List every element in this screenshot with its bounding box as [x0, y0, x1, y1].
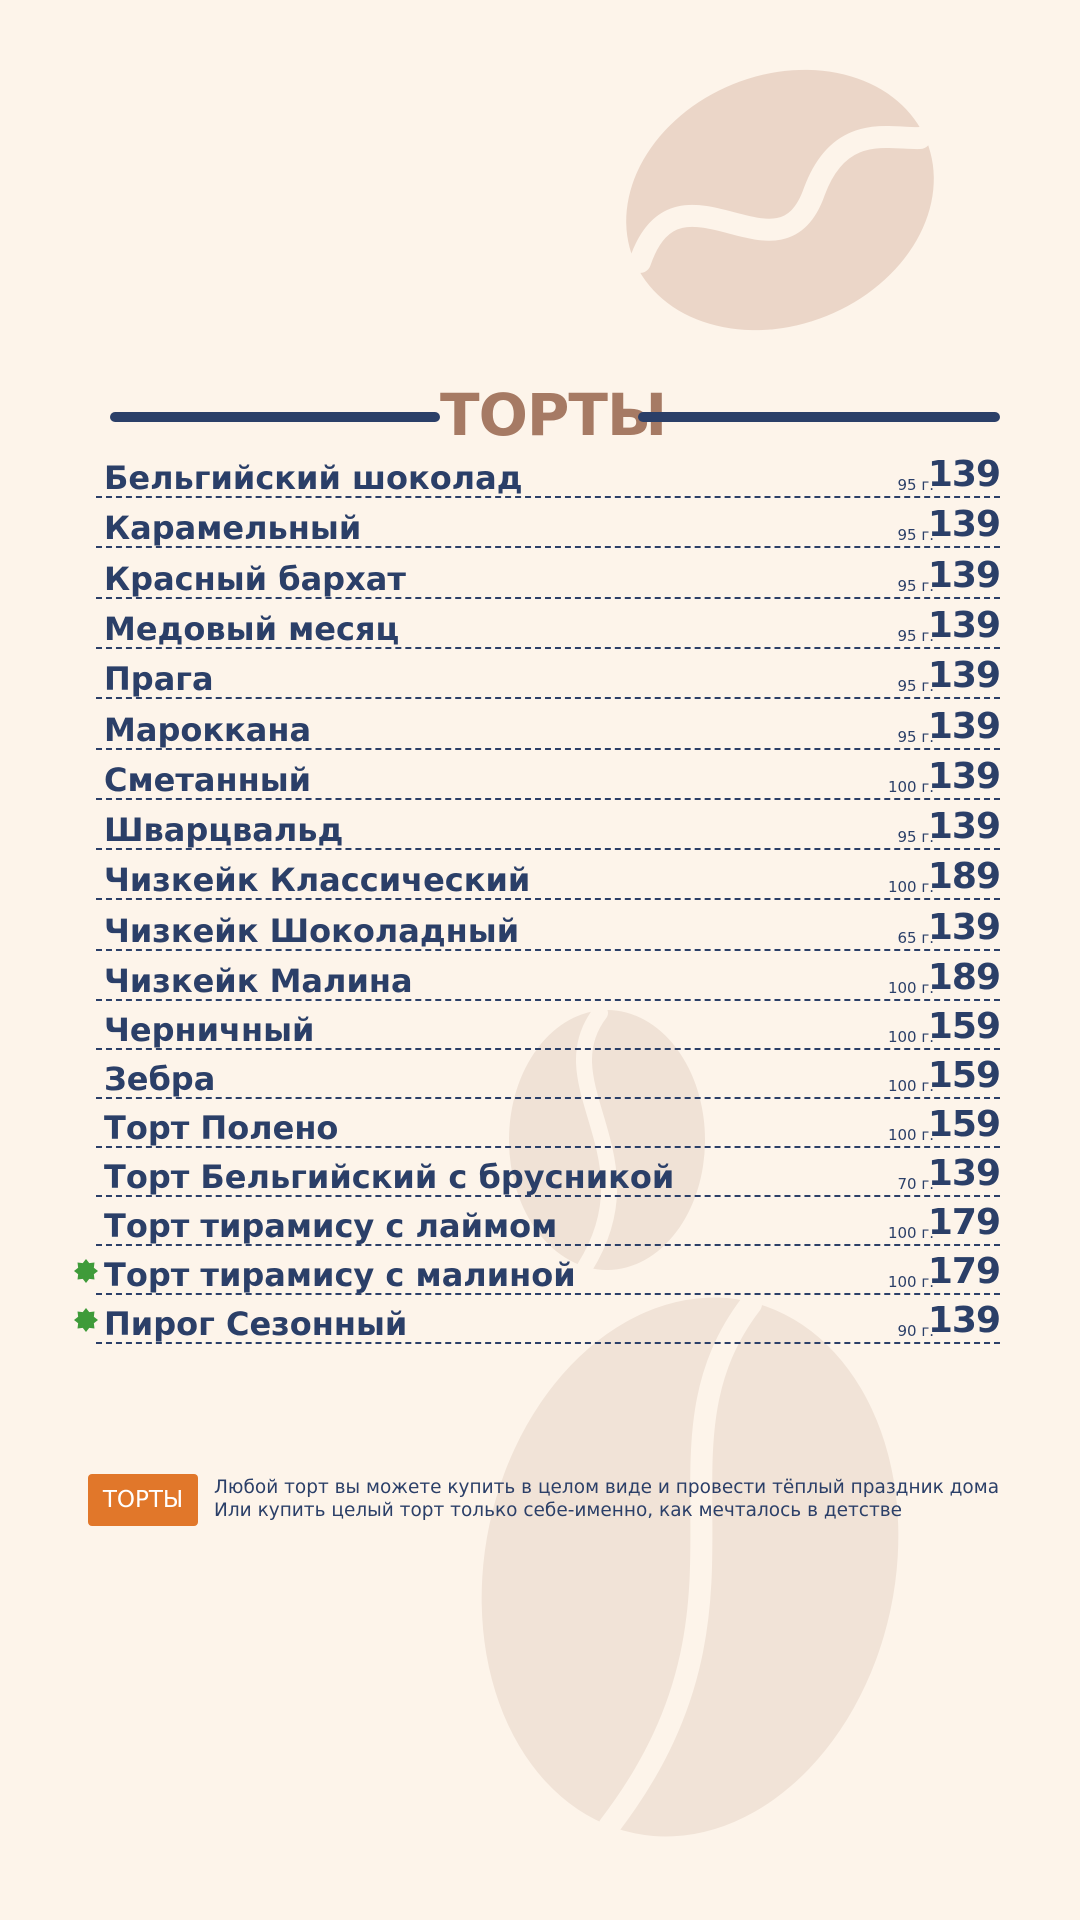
item-weight: 100 г.	[887, 1126, 934, 1144]
menu-item: Прага 95 г. 139	[96, 653, 1001, 700]
menu-item: Торт Полено 100 г. 159	[96, 1102, 1001, 1148]
item-name: Торт тирамису с малиной	[104, 1256, 576, 1294]
menu-item: Чизкейк Шоколадный 65 г. 139	[96, 905, 1001, 951]
note-line: Или купить целый торт только себе-именно…	[214, 1500, 903, 1521]
menu-item: Карамельный 95 г. 139	[96, 502, 1001, 549]
item-weight: 95 г.	[897, 727, 934, 746]
item-weight: 100 г.	[887, 1273, 934, 1291]
item-weight: 95 г.	[897, 828, 934, 847]
item-price: 179	[927, 1202, 1001, 1243]
item-name: Медовый месяц	[104, 609, 400, 648]
item-weight: 100 г.	[887, 979, 934, 997]
item-name: Мароккана	[104, 710, 312, 749]
item-price: 139	[927, 705, 1001, 747]
item-weight: 95 г.	[897, 677, 934, 696]
menu-item: Чизкейк Классический 100 г. 189	[96, 854, 1001, 901]
item-price: 159	[927, 1055, 1001, 1096]
item-price: 139	[927, 806, 1001, 848]
new-star-icon	[74, 1308, 98, 1332]
menu-item: Мароккана 95 г. 139	[96, 704, 1001, 750]
item-price: 139	[927, 604, 1001, 646]
item-price: 139	[927, 554, 1001, 596]
item-name: Торт тирамису с лаймом	[104, 1207, 558, 1245]
coffee-bean-icon	[626, 69, 934, 331]
item-weight: 90 г.	[897, 1322, 934, 1340]
item-price: 139	[927, 755, 1001, 797]
coffee-bean-icon	[481, 1292, 899, 1837]
note-tag: ТОРТЫ	[88, 1474, 198, 1526]
new-star-icon	[74, 1259, 98, 1283]
menu-item: Чизкейк Малина 100 г. 189	[96, 955, 1001, 1001]
section-header: ТОРТЫ	[110, 380, 1000, 450]
item-weight: 95 г.	[897, 476, 934, 494]
item-price: 139	[927, 504, 1001, 546]
menu-item: Торт Бельгийский с брусникой 70 г. 139	[96, 1151, 1001, 1197]
item-name: Карамельный	[104, 509, 362, 548]
item-weight: 65 г.	[897, 928, 934, 947]
item-weight: 100 г.	[887, 1028, 934, 1046]
item-weight: 95 г.	[897, 576, 934, 595]
item-name: Шварцвальд	[104, 811, 344, 850]
menu-item: Красный бархат 95 г. 139	[96, 553, 1001, 599]
item-weight: 95 г.	[897, 526, 934, 545]
menu-item: Бельгийский шоколад 95 г. 139	[96, 452, 1001, 498]
item-price: 139	[927, 906, 1001, 948]
item-weight: 95 г.	[897, 626, 934, 645]
section-title: ТОРТЫ	[440, 381, 667, 449]
item-weight: 70 г.	[897, 1175, 934, 1193]
item-name: Чизкейк Шоколадный	[104, 911, 520, 950]
item-price: 189	[927, 957, 1001, 998]
item-price: 139	[927, 454, 1001, 495]
title-divider-left	[110, 412, 440, 422]
item-name: Сметанный	[104, 760, 312, 799]
item-name: Зебра	[104, 1060, 216, 1098]
menu-item: Торт тирамису с малиной 100 г. 179	[74, 1249, 1001, 1295]
item-name: Торт Бельгийский с брусникой	[104, 1158, 675, 1196]
item-name: Торт Полено	[104, 1109, 339, 1147]
menu-item: Сметанный 100 г. 139	[96, 754, 1001, 800]
item-name: Прага	[104, 660, 214, 699]
item-price: 139	[927, 1153, 1001, 1194]
item-name: Черничный	[104, 1011, 315, 1049]
item-weight: 100 г.	[887, 777, 934, 796]
menu-item: Пирог Сезонный 90 г. 139	[74, 1298, 1001, 1344]
menu-item: Торт тирамису с лаймом 100 г. 179	[96, 1200, 1001, 1246]
menu-item: Зебра 100 г. 159	[96, 1053, 1001, 1099]
title-divider-right	[638, 412, 1000, 422]
item-price: 179	[927, 1251, 1001, 1292]
menu-item: Медовый месяц 95 г. 139	[96, 603, 1001, 649]
item-price: 139	[927, 1300, 1001, 1341]
coffee-bean-icon	[509, 1005, 705, 1275]
item-weight: 100 г.	[887, 1224, 934, 1242]
note-text: Любой торт вы можете купить в целом виде…	[214, 1476, 1014, 1522]
item-price: 159	[927, 1006, 1001, 1047]
item-name: Пирог Сезонный	[104, 1305, 408, 1343]
item-price: 189	[927, 856, 1001, 898]
item-name: Бельгийский шоколад	[104, 459, 523, 497]
item-weight: 100 г.	[887, 878, 934, 897]
note-line: Любой торт вы можете купить в целом виде…	[214, 1477, 1000, 1498]
menu-item: Шварцвальд 95 г. 139	[96, 804, 1001, 851]
note-block: ТОРТЫ Любой торт вы можете купить в цело…	[88, 1474, 1008, 1534]
item-weight: 100 г.	[887, 1077, 934, 1095]
menu-item: Черничный 100 г. 159	[96, 1004, 1001, 1050]
item-price: 159	[927, 1104, 1001, 1145]
item-name: Чизкейк Малина	[104, 962, 413, 1000]
item-name: Красный бархат	[104, 559, 406, 598]
item-name: Чизкейк Классический	[104, 861, 531, 900]
item-price: 139	[927, 655, 1001, 697]
